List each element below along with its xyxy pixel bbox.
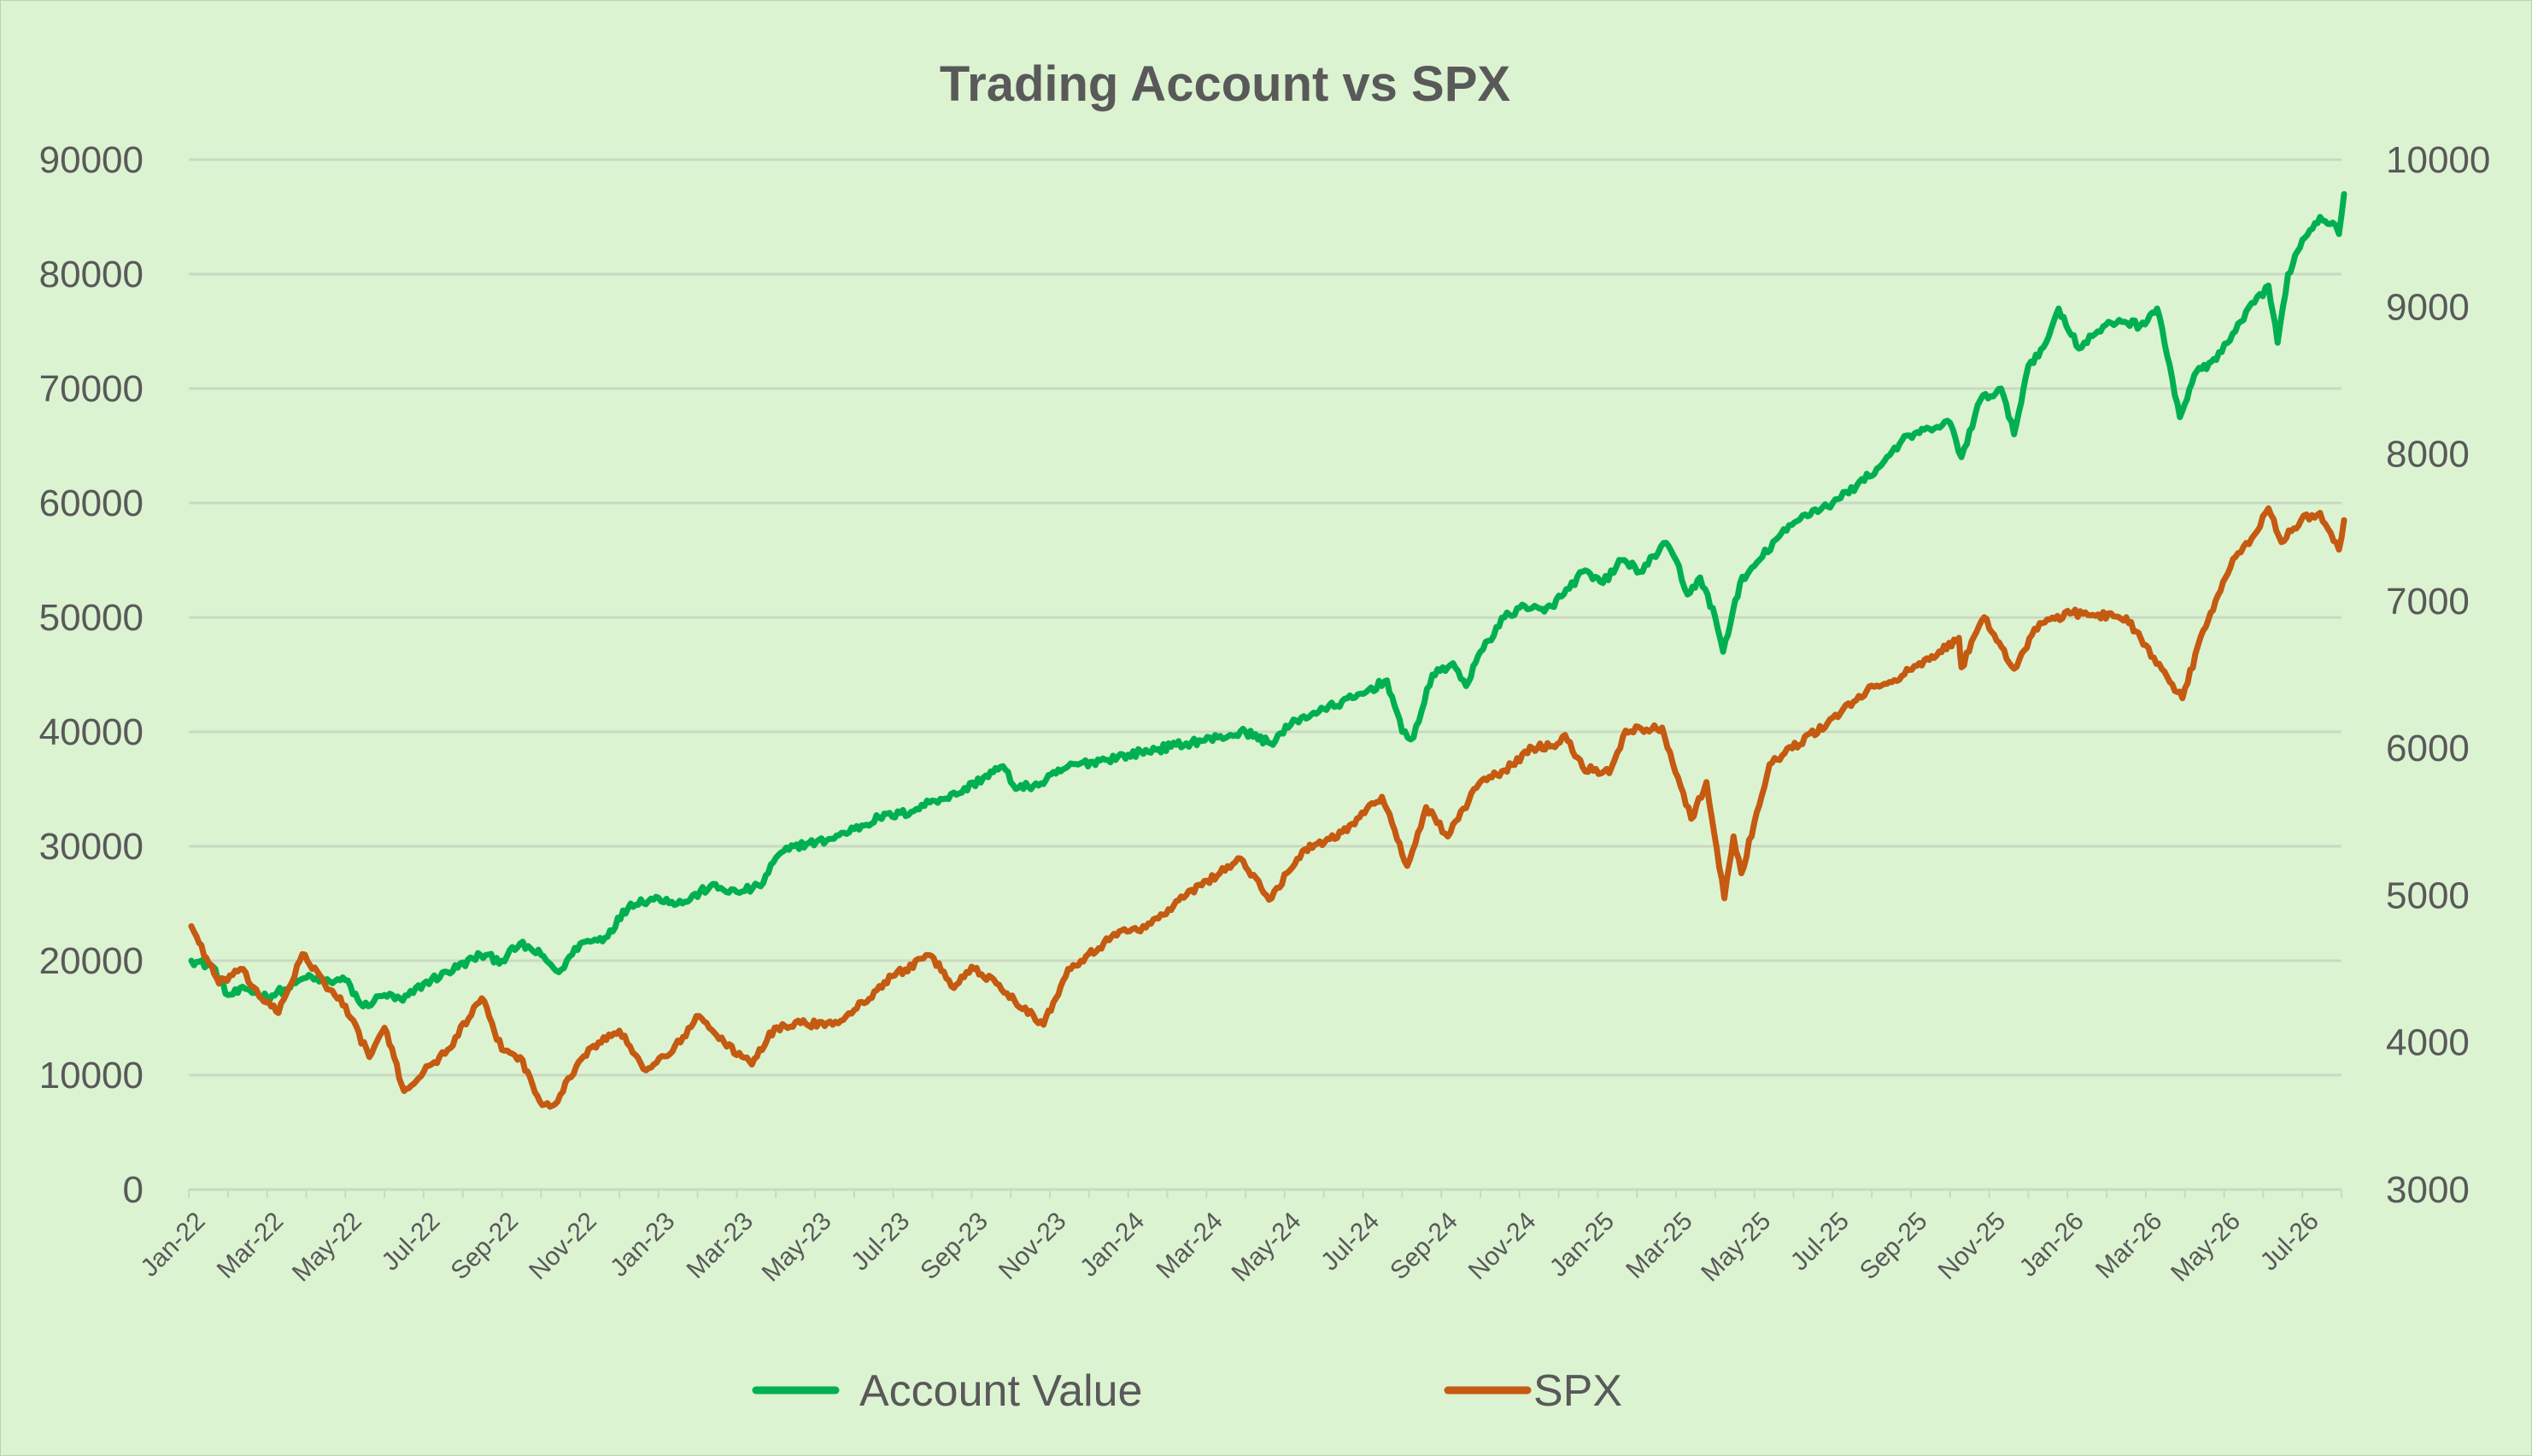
right-tick-label: 7000 bbox=[2386, 581, 2470, 623]
series-line-account-value bbox=[188, 190, 2347, 1010]
series-line-spx bbox=[188, 505, 2347, 1110]
left-tick-label: 30000 bbox=[39, 826, 144, 868]
left-y-axis: 0 10000 20000 30000 40000 50000 60000 70000 8000… bbox=[39, 139, 144, 1211]
right-tick-label: 4000 bbox=[2386, 1022, 2470, 1064]
left-tick-label: 90000 bbox=[39, 139, 144, 181]
right-tick-label: 8000 bbox=[2386, 434, 2470, 476]
right-tick-label: 9000 bbox=[2386, 286, 2470, 328]
right-tick-label: 3000 bbox=[2386, 1169, 2470, 1211]
legend: Account Value SPX bbox=[752, 1366, 1622, 1416]
series-lines bbox=[188, 190, 2347, 1110]
right-tick-label: 10000 bbox=[2386, 139, 2490, 181]
legend-label-spx: SPX bbox=[1533, 1366, 1622, 1416]
left-tick-label: 0 bbox=[123, 1169, 144, 1211]
left-tick-label: 60000 bbox=[39, 482, 144, 524]
right-tick-label: 5000 bbox=[2386, 874, 2470, 916]
chart-title: Trading Account vs SPX bbox=[940, 56, 1511, 112]
right-tick-label: 6000 bbox=[2386, 728, 2470, 769]
left-tick-label: 20000 bbox=[39, 940, 144, 982]
left-tick-label: 50000 bbox=[39, 597, 144, 639]
left-tick-label: 80000 bbox=[39, 254, 144, 295]
legend-label-account-value: Account Value bbox=[859, 1366, 1142, 1416]
left-tick-label: 40000 bbox=[39, 711, 144, 753]
left-tick-label: 10000 bbox=[39, 1055, 144, 1096]
gridlines bbox=[189, 158, 2342, 1077]
right-y-axis: 3000 4000 5000 6000 7000 8000 9000 10000 bbox=[2386, 139, 2490, 1211]
left-tick-label: 70000 bbox=[39, 368, 144, 410]
